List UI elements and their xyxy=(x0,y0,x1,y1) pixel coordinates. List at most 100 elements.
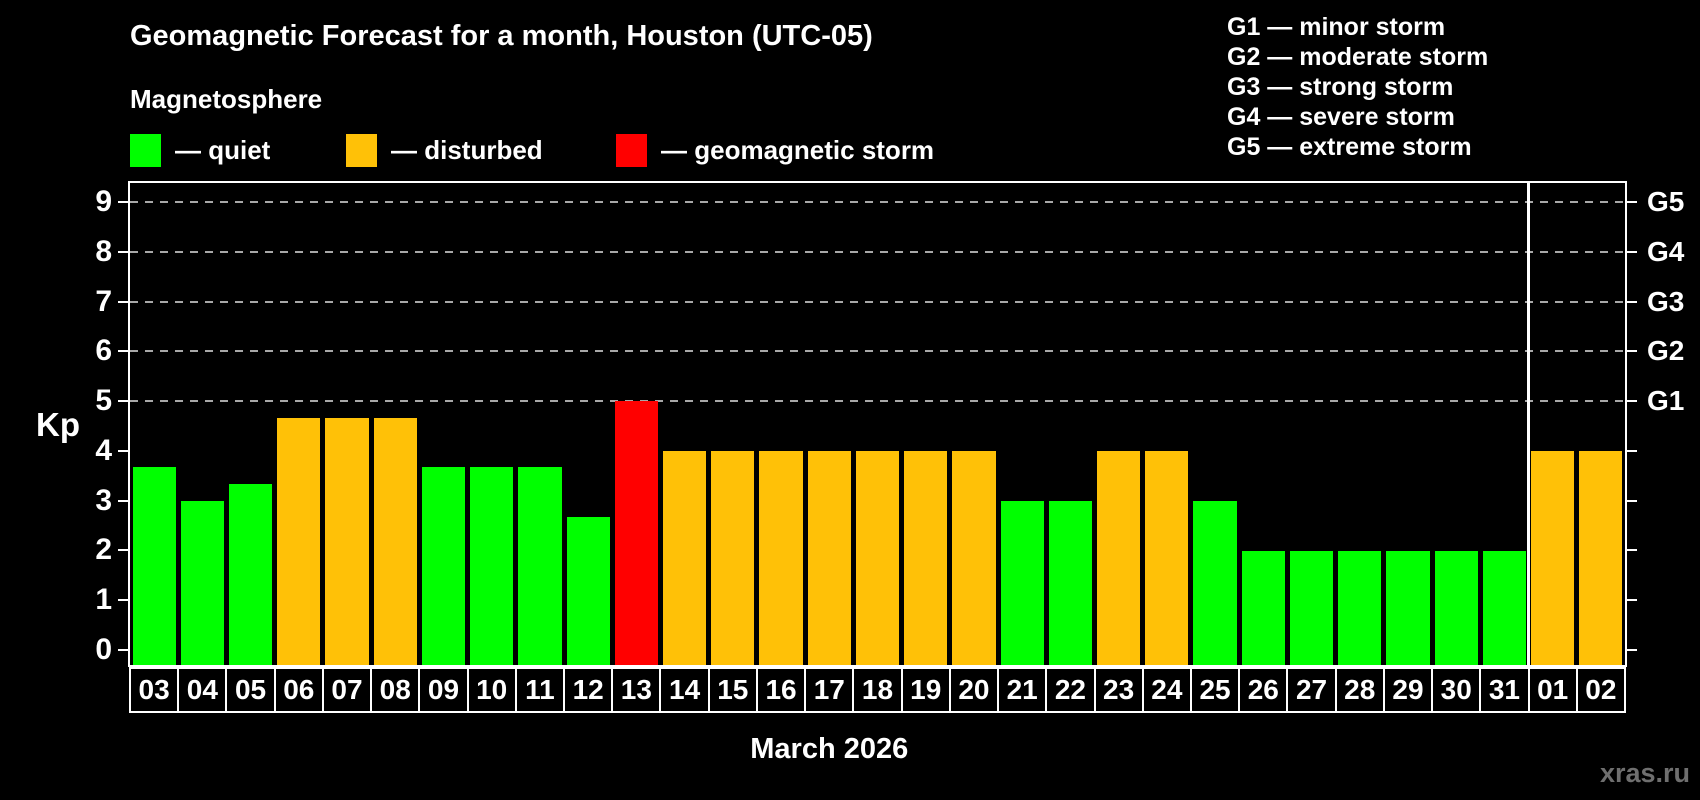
right-tick-2 xyxy=(1627,549,1637,552)
left-tick-3 xyxy=(118,499,128,502)
day-label-29: 29 xyxy=(1382,667,1434,713)
day-label-07: 07 xyxy=(321,667,373,713)
y-tick-label-0: 0 xyxy=(95,633,112,666)
day-label-18: 18 xyxy=(852,667,903,713)
y-tick-label-4: 4 xyxy=(95,433,112,467)
day-label-12: 12 xyxy=(563,667,614,713)
legend-swatch-quiet xyxy=(130,134,161,167)
legend-swatch-disturbed xyxy=(346,134,377,167)
right-tick-1 xyxy=(1627,599,1637,602)
day-label-24: 24 xyxy=(1141,667,1192,713)
storm-scale-line-5: G5 — extreme storm xyxy=(1227,133,1472,161)
day-label-28: 28 xyxy=(1334,667,1385,713)
bar-day-16 xyxy=(759,450,803,665)
right-tick-5 xyxy=(1627,400,1637,403)
legend-label-quiet: — quiet xyxy=(175,135,271,165)
bar-day-25 xyxy=(1193,500,1237,665)
storm-scale-line-3: G3 — strong storm xyxy=(1227,73,1454,101)
month-separator xyxy=(1527,183,1531,665)
right-tick-9 xyxy=(1627,200,1637,203)
storm-scale-legend: G1 — minor storm G2 — moderate storm G3 — … xyxy=(1227,12,1488,162)
watermark: xras.ru xyxy=(1599,758,1690,788)
storm-scale-line-4: G4 — severe storm xyxy=(1227,103,1455,131)
bar-day-26 xyxy=(1241,550,1285,665)
bar-day-28 xyxy=(1338,550,1382,665)
legend-label-storm: — geomagnetic storm xyxy=(661,135,935,165)
day-label-17: 17 xyxy=(804,667,855,713)
y-tick-label-6: 6 xyxy=(95,334,112,368)
right-tick-8 xyxy=(1627,250,1637,253)
day-label-15: 15 xyxy=(707,667,758,713)
bar-day-07 xyxy=(325,417,369,665)
day-label-09: 09 xyxy=(418,667,469,713)
bar-day-30 xyxy=(1434,550,1478,665)
y-axis-label: Kp xyxy=(36,406,80,443)
bar-day-31 xyxy=(1482,550,1527,665)
y-tick-label-5: 5 xyxy=(95,384,112,418)
right-tick-3 xyxy=(1627,499,1637,502)
x-axis-title: March 2026 xyxy=(750,733,909,765)
day-label-02: 02 xyxy=(1575,667,1626,713)
left-tick-0 xyxy=(118,649,128,651)
y-tick-label-9: 9 xyxy=(95,184,112,218)
bar-day-18 xyxy=(855,450,900,665)
right-tick-7 xyxy=(1627,300,1637,303)
bar-day-17 xyxy=(807,450,851,665)
bar-day-03 xyxy=(132,467,176,665)
y-tick-label-1: 1 xyxy=(95,583,112,617)
right-tick-0 xyxy=(1627,649,1637,651)
day-label-20: 20 xyxy=(948,667,1000,713)
day-label-22: 22 xyxy=(1045,667,1096,713)
g-level-label-G5: G5 xyxy=(1647,185,1685,217)
left-tick-6 xyxy=(118,350,128,353)
day-label-25: 25 xyxy=(1189,667,1241,713)
y-tick-label-7: 7 xyxy=(95,284,112,318)
bar-day-10 xyxy=(470,467,514,665)
day-label-10: 10 xyxy=(466,667,517,713)
bar-day-02 xyxy=(1579,450,1623,665)
day-label-31: 31 xyxy=(1479,667,1530,713)
storm-scale-line-1: G1 — minor storm xyxy=(1227,13,1446,41)
g-level-label-G1: G1 xyxy=(1647,385,1685,417)
bar-day-23 xyxy=(1097,450,1141,665)
gridline-kp8 xyxy=(130,250,1625,253)
bar-day-12 xyxy=(566,517,610,665)
bar-day-04 xyxy=(180,500,224,665)
bar-day-01 xyxy=(1531,450,1575,665)
day-label-05: 05 xyxy=(225,667,276,713)
right-tick-4 xyxy=(1627,449,1637,452)
bar-day-22 xyxy=(1048,500,1092,665)
legend-item-storm: — geomagnetic storm xyxy=(616,134,934,167)
day-label-13: 13 xyxy=(611,667,662,713)
left-tick-5 xyxy=(118,400,128,403)
day-label-14: 14 xyxy=(659,667,710,713)
day-label-04: 04 xyxy=(177,667,228,713)
storm-scale-line-2: G2 — moderate storm xyxy=(1227,43,1489,71)
bar-day-29 xyxy=(1386,550,1430,665)
bar-day-08 xyxy=(373,417,417,665)
day-label-08: 08 xyxy=(370,667,421,713)
magnetosphere-legend-title: Magnetosphere xyxy=(130,84,323,114)
day-label-21: 21 xyxy=(997,667,1048,713)
g-level-label-G4: G4 xyxy=(1647,235,1685,267)
left-tick-4 xyxy=(118,449,128,452)
legend-item-quiet: — quiet xyxy=(130,134,270,167)
y-tick-label-2: 2 xyxy=(95,533,112,567)
legend-item-disturbed: — disturbed xyxy=(346,134,543,167)
legend-swatch-storm xyxy=(616,134,647,167)
bar-day-24 xyxy=(1145,450,1189,665)
bar-day-09 xyxy=(421,467,466,665)
left-tick-9 xyxy=(118,200,128,203)
bar-day-13 xyxy=(614,401,658,665)
left-tick-2 xyxy=(118,549,128,552)
bar-day-11 xyxy=(518,467,562,665)
day-label-30: 30 xyxy=(1431,667,1482,713)
day-label-23: 23 xyxy=(1093,667,1144,713)
bar-day-14 xyxy=(662,450,707,665)
gridline-kp9 xyxy=(130,200,1625,203)
chart-title: Geomagnetic Forecast for a month, Housto… xyxy=(130,20,873,52)
day-label-16: 16 xyxy=(755,667,807,713)
right-tick-6 xyxy=(1627,350,1637,353)
left-tick-7 xyxy=(118,300,128,303)
